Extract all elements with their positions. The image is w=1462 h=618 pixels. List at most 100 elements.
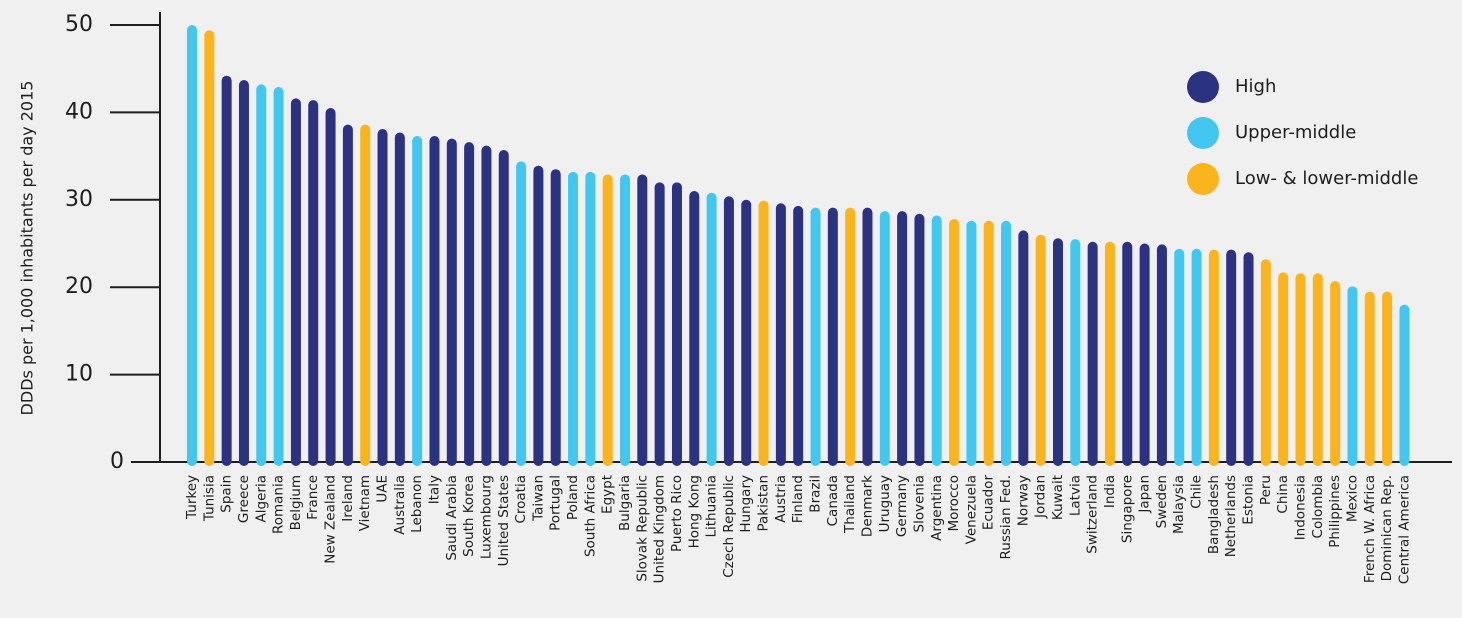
bar-netherlands — [1226, 249, 1237, 466]
bar-french-w-africa — [1364, 291, 1375, 466]
x-tick-label: Lithuania — [704, 475, 720, 538]
bar-lebanon — [412, 135, 423, 467]
x-tick-label: Russian Fed. — [998, 475, 1014, 559]
x-tick-label: Bulgaria — [617, 475, 633, 531]
bar-poland — [568, 171, 579, 466]
x-tick-label: United States — [496, 475, 512, 566]
x-tick-label: Greece — [236, 475, 252, 523]
bar-denmark — [862, 207, 873, 466]
bar-algeria — [256, 84, 267, 466]
bar-slovak-republic — [637, 174, 648, 467]
x-tick-label: Romania — [271, 475, 287, 534]
x-tick-label: China — [1275, 475, 1291, 514]
x-tick-label: Australia — [392, 475, 408, 535]
x-tick-label: Central America — [1396, 475, 1412, 584]
bar-australia — [394, 132, 405, 466]
bar-china — [1278, 272, 1289, 466]
x-tick-label: France — [305, 475, 321, 520]
y-tick-label: 20 — [65, 274, 93, 299]
bar-italy — [429, 135, 440, 467]
bar-hong-kong — [689, 191, 700, 466]
bar-japan — [1139, 243, 1150, 466]
legend-label: Upper-middle — [1235, 122, 1356, 143]
y-tick-label: 30 — [65, 187, 93, 212]
x-tick-label: Belgium — [288, 475, 304, 530]
bar-spain — [221, 75, 232, 466]
legend: High Upper-middle Low- & lower-middle — [1187, 71, 1418, 195]
x-tick-label: Saudi Arabia — [444, 475, 460, 561]
bar-bulgaria — [620, 174, 630, 467]
bar-morocco — [949, 219, 960, 466]
bar-venezuela — [966, 220, 977, 466]
bar-new-zealand — [325, 108, 336, 466]
bar-slovenia — [914, 213, 925, 466]
bar-indonesia — [1295, 273, 1306, 466]
y-tick-label: 10 — [65, 362, 93, 387]
x-tick-label: Dominican Rep. — [1379, 475, 1395, 581]
bar-ecuador — [983, 220, 994, 466]
bar-portugal — [550, 169, 561, 466]
x-tick-label: Vietnam — [357, 475, 373, 531]
bar-mexico — [1347, 286, 1358, 466]
bar-france — [308, 100, 319, 466]
x-tick-label: Japan — [1137, 475, 1153, 514]
x-tick-label: Jordan — [1033, 475, 1049, 519]
bar-hungary — [741, 199, 752, 467]
y-tick-label: 40 — [65, 99, 93, 124]
legend-swatch — [1187, 71, 1219, 103]
x-tick-label: Estonia — [1241, 475, 1257, 525]
bar-tunisia — [204, 30, 215, 467]
bar-russian-fed- — [1001, 220, 1012, 466]
x-tick-label: Latvia — [1067, 475, 1083, 516]
bar-malaysia — [1174, 248, 1185, 466]
x-tick-label: Netherlands — [1223, 475, 1239, 557]
bar-switzerland — [1087, 241, 1098, 466]
x-tick-label: Poland — [565, 475, 581, 520]
x-tick-label: Portugal — [548, 475, 564, 531]
bar-central-america — [1399, 304, 1410, 466]
x-tick-label: Argentina — [929, 475, 945, 541]
x-tick-label: Italy — [426, 475, 442, 504]
bar-dominican-rep- — [1382, 291, 1393, 466]
bar-belgium — [290, 98, 301, 466]
x-tick-label: UAE — [375, 475, 391, 503]
x-tick-label: Uruguay — [877, 475, 893, 532]
bar-brazil — [810, 207, 821, 466]
x-tick-label: Morocco — [946, 475, 962, 532]
x-tick-label: Bangladesh — [1206, 475, 1222, 554]
bar-taiwan — [533, 165, 544, 467]
bar-thailand — [845, 207, 856, 466]
bar-bangladesh — [1208, 249, 1219, 466]
bar-vietnam — [360, 124, 371, 467]
x-tick-label: Taiwan — [530, 475, 546, 522]
x-tick-label: Colombia — [1310, 475, 1326, 538]
x-tick-label: Switzerland — [1085, 475, 1101, 554]
bar-latvia — [1070, 239, 1081, 466]
bar-argentina — [931, 215, 942, 466]
bar-united-kingdom — [654, 182, 665, 466]
bar-uruguay — [879, 211, 890, 466]
legend-label: Low- & lower-middle — [1235, 168, 1418, 189]
x-tick-label: Slovak Republic — [634, 475, 650, 582]
bar-norway — [1018, 230, 1029, 466]
y-tick-label: 50 — [65, 12, 93, 37]
bar-austria — [775, 203, 786, 466]
x-tick-label: South Africa — [582, 475, 598, 557]
bar-united-states — [498, 149, 509, 466]
x-tick-label: Singapore — [1119, 475, 1135, 543]
x-tick-label: Thailand — [842, 475, 858, 534]
bar-czech-republic — [723, 196, 734, 466]
bar-turkey — [187, 25, 197, 466]
bar-philippines — [1330, 281, 1341, 466]
x-tick-label: Philippines — [1327, 475, 1343, 548]
x-tick-label: Czech Republic — [721, 475, 737, 578]
x-tick-label: Venezuela — [963, 475, 979, 544]
x-tick-label: Germany — [894, 475, 910, 537]
x-tick-label: New Zealand — [323, 475, 339, 564]
x-tick-label: Finland — [790, 475, 806, 523]
x-tick-label: Norway — [1015, 475, 1031, 526]
x-tick-label: India — [1102, 475, 1118, 508]
bar-croatia — [516, 161, 527, 466]
x-tick-label: Spain — [219, 475, 235, 513]
x-tick-label: Algeria — [253, 475, 269, 522]
